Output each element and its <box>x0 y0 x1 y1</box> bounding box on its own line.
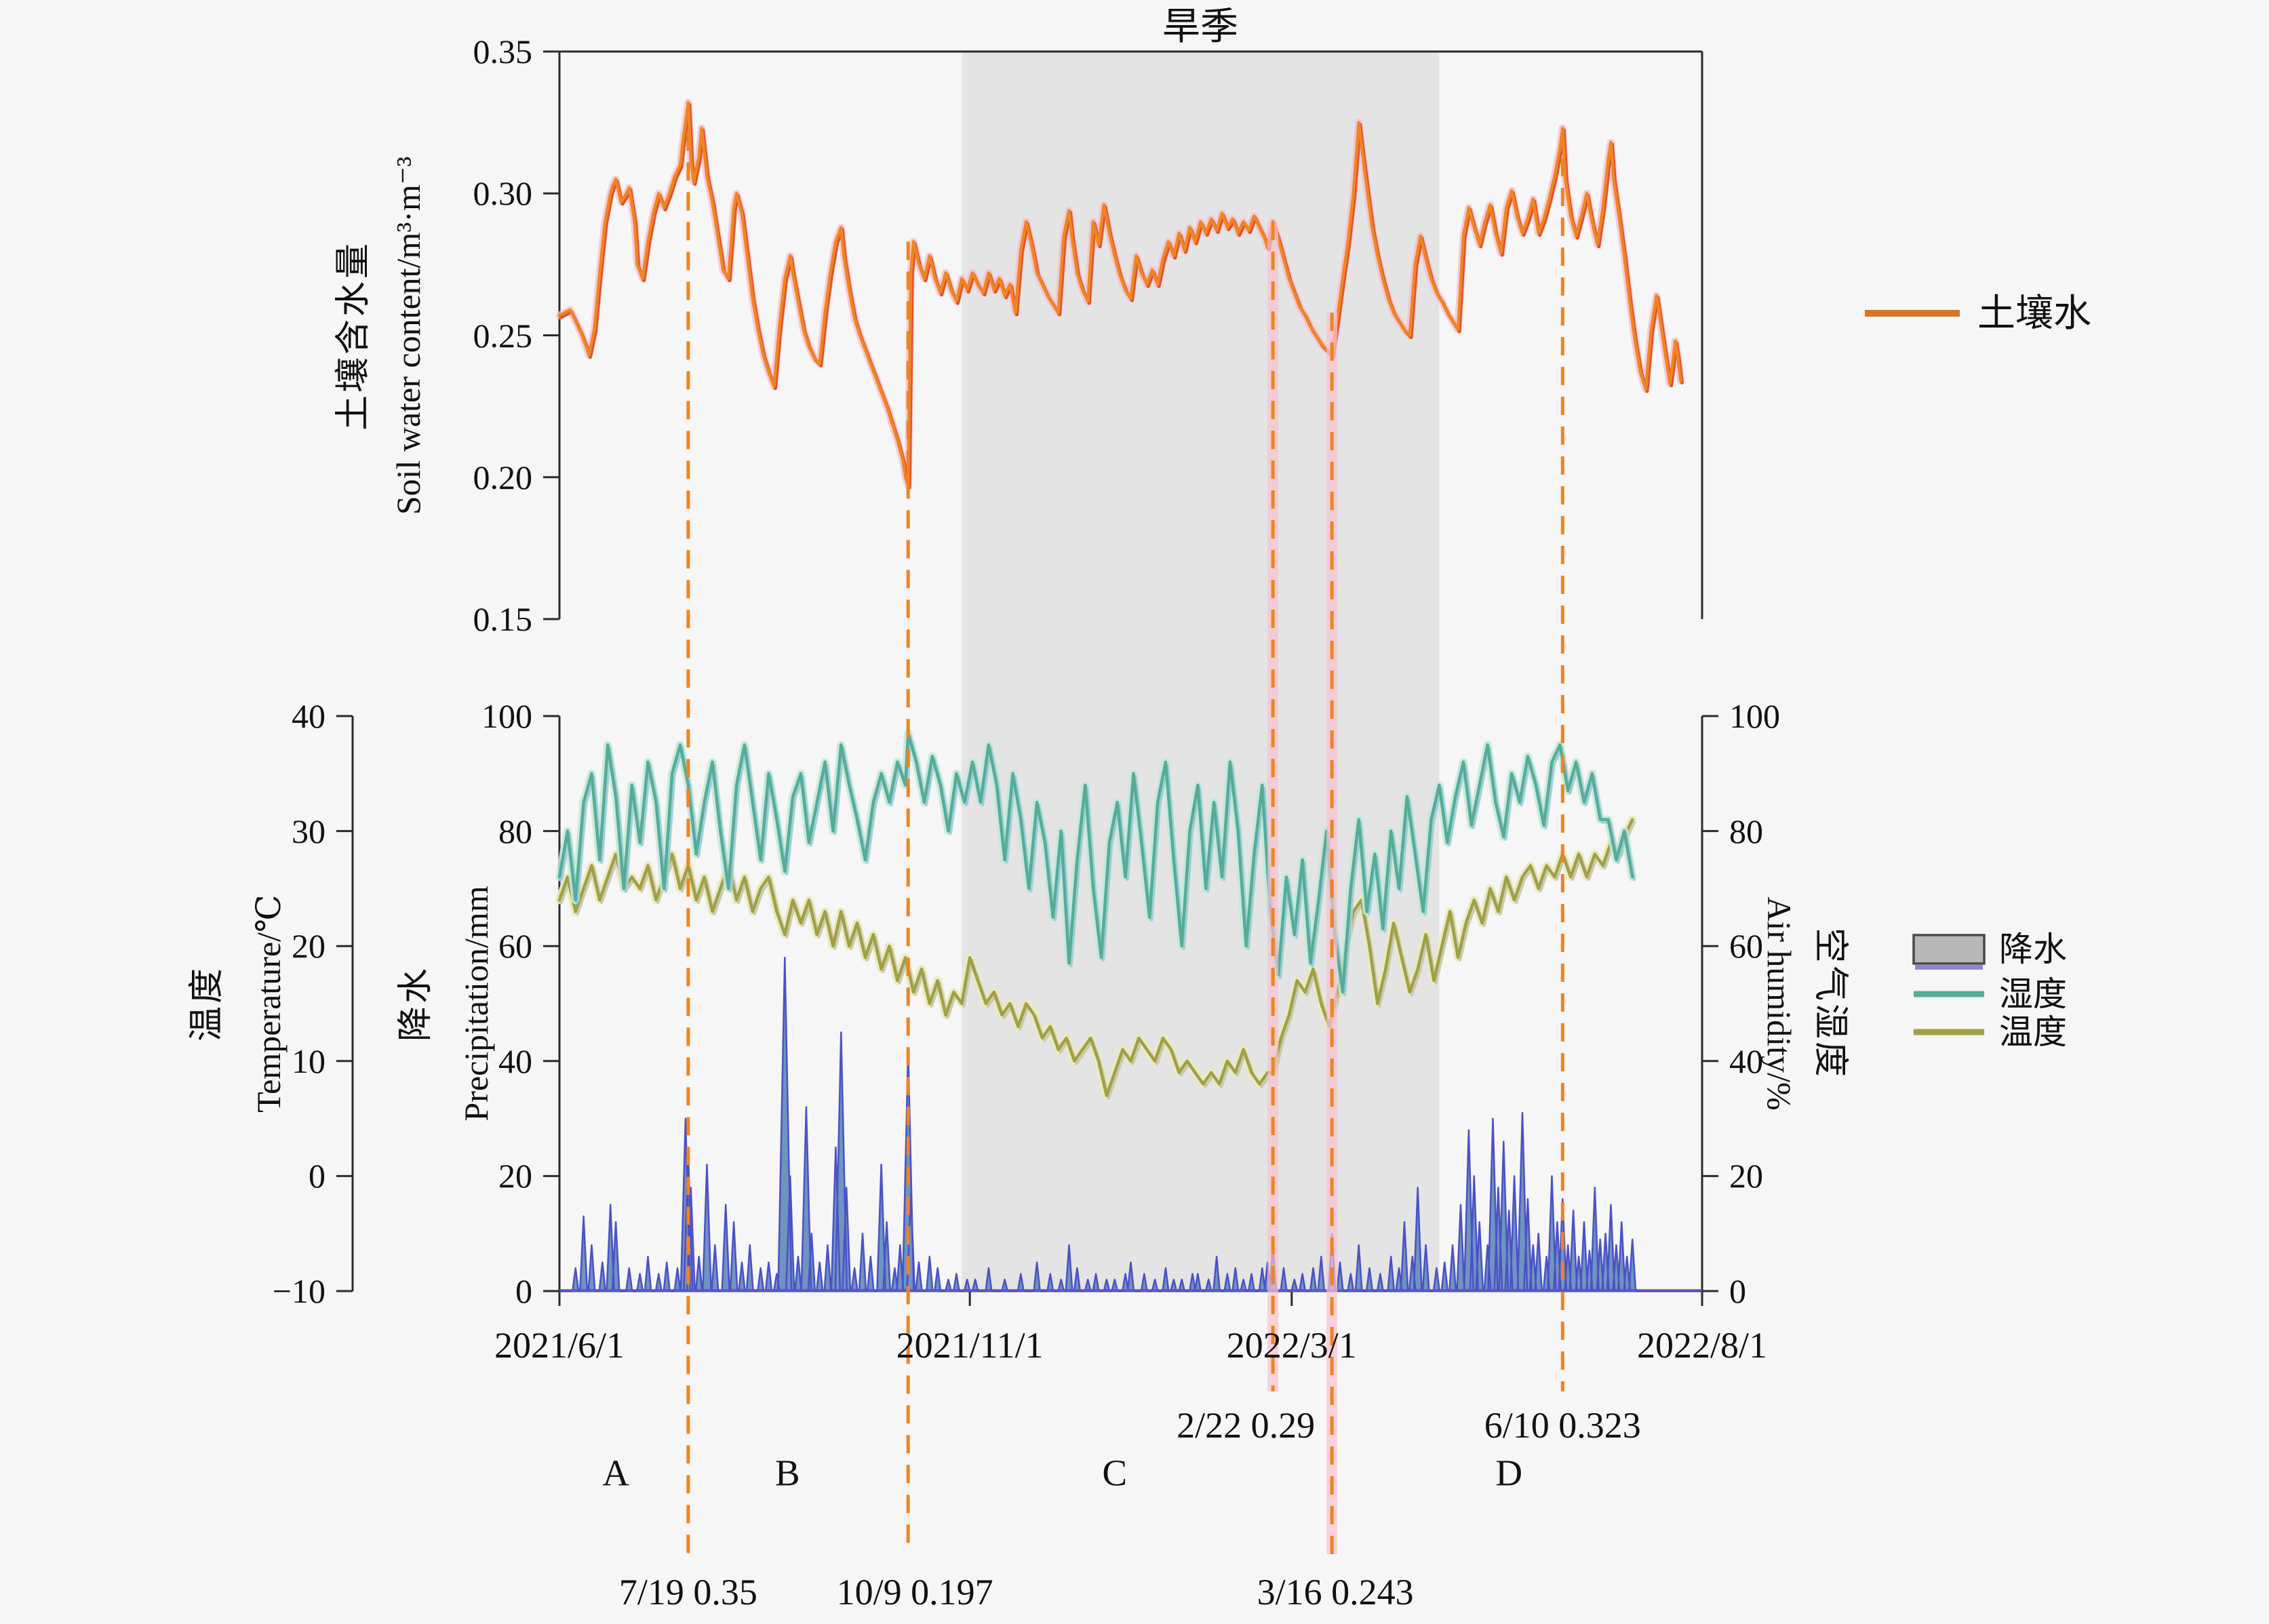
tick-label-precipitation-80: 80 <box>498 812 532 850</box>
x-tick-label-2022-3-1: 2022/3/1 <box>1226 1325 1357 1366</box>
humidity-axis-title-en: Air humidity/% <box>1760 896 1798 1111</box>
tick-label-temperature-10: 10 <box>292 1042 325 1080</box>
period-label-C: C <box>1102 1452 1128 1494</box>
legend-precipitation-swatch <box>1912 934 1986 965</box>
tick-label-precipitation-20: 20 <box>498 1157 532 1195</box>
soil-axis-title-cn: 土壤含水量 <box>334 240 373 431</box>
x-tick-label-2022-8-1: 2022/8/1 <box>1636 1325 1768 1366</box>
legend-precipitation-label: 降水 <box>1999 930 2067 968</box>
annotation-label-2-22: 2/22 0.29 <box>1177 1405 1316 1446</box>
tick-label-soil-0.20: 0.20 <box>473 458 533 496</box>
tick-label-humidity-20: 20 <box>1729 1157 1763 1195</box>
temperature-axis-title-en: Temperature/℃ <box>250 894 288 1113</box>
annotation-label-3-16: 3/16 0.243 <box>1257 1572 1414 1612</box>
humidity-shadow <box>560 734 1636 996</box>
tick-label-humidity-100: 100 <box>1729 697 1780 735</box>
temperature-line <box>557 818 1634 1097</box>
tick-label-temperature-30: 30 <box>292 812 325 850</box>
precipitation-axis-title-cn: 降水 <box>397 965 435 1042</box>
tick-label-precipitation-100: 100 <box>481 697 532 735</box>
legend-precipitation-underline <box>1915 965 1983 970</box>
tick-label-humidity-80: 80 <box>1729 812 1763 850</box>
tick-label-precipitation-40: 40 <box>498 1042 532 1080</box>
soil-water-line <box>557 101 1682 488</box>
tick-label-soil-0.15: 0.15 <box>473 600 533 638</box>
precipitation-bars <box>572 956 1637 1292</box>
tick-label-temperature-0: 0 <box>309 1157 325 1195</box>
tick-label-humidity-60: 60 <box>1729 927 1763 966</box>
soil-axis-title-en: Soil water content/m³·m⁻³ <box>389 156 427 515</box>
tick-label-temperature-40: 40 <box>292 697 325 735</box>
legend-soil-label: 土壤水 <box>1977 293 2091 335</box>
temperature-axis-title-cn: 温度 <box>188 965 226 1042</box>
tick-label-temperature-−10: −10 <box>272 1272 325 1310</box>
precipitation-axis-title-en: Precipitation/mm <box>457 886 495 1122</box>
humidity-line <box>557 732 1634 994</box>
annotation-label-10-9: 10/9 0.197 <box>836 1572 993 1612</box>
period-label-A: A <box>602 1452 629 1494</box>
period-label-B: B <box>774 1452 800 1494</box>
tick-label-soil-0.35: 0.35 <box>473 33 533 71</box>
dry-season-title: 旱季 <box>1162 6 1238 48</box>
legend-temperature-label: 温度 <box>1999 1013 2067 1051</box>
annotation-label-6-10: 6/10 0.323 <box>1484 1405 1641 1446</box>
x-tick-label-2021-6-1: 2021/6/1 <box>494 1325 625 1366</box>
period-label-D: D <box>1495 1452 1523 1494</box>
tick-label-humidity-0: 0 <box>1729 1272 1746 1310</box>
tick-label-precipitation-60: 60 <box>498 927 532 966</box>
tick-label-precipitation-0: 0 <box>515 1272 532 1310</box>
x-tick-label-2021-11-1: 2021/11/1 <box>896 1325 1044 1366</box>
tick-label-soil-0.25: 0.25 <box>473 316 533 355</box>
tick-label-humidity-40: 40 <box>1729 1042 1763 1080</box>
legend-humidity-label: 湿度 <box>1999 975 2067 1013</box>
tick-label-temperature-20: 20 <box>292 927 325 966</box>
tick-label-soil-0.30: 0.30 <box>473 174 533 213</box>
annotation-label-7-19: 7/19 0.35 <box>618 1572 757 1612</box>
humidity-axis-title-cn: 空气湿度 <box>1811 927 1849 1080</box>
